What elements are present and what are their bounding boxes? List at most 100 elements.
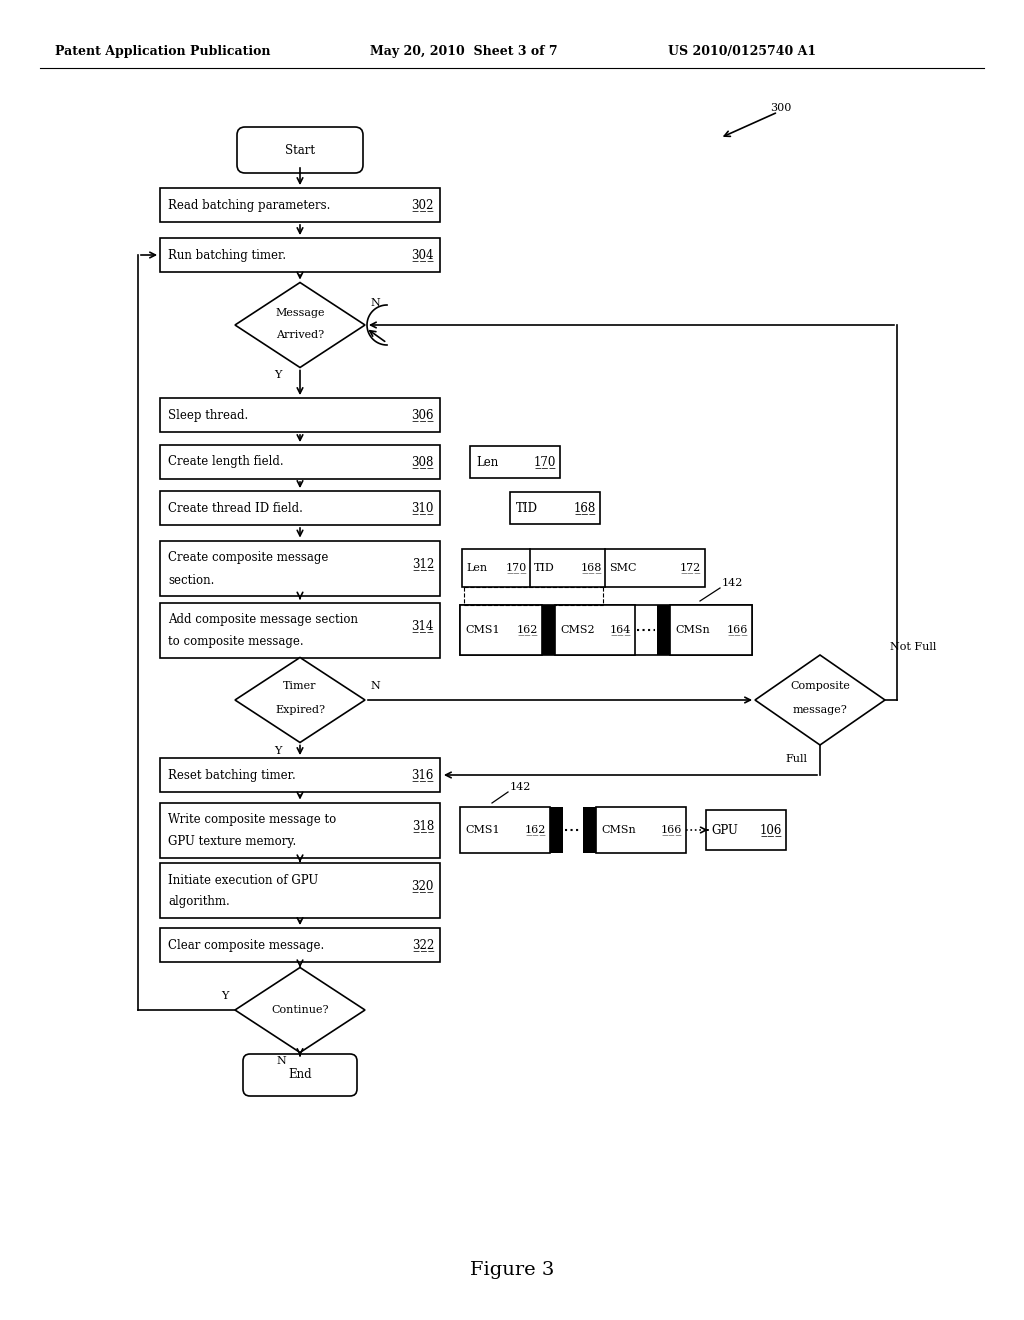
Text: CMS2: CMS2	[560, 624, 595, 635]
Bar	[160, 602, 440, 657]
Text: 142: 142	[722, 578, 743, 587]
Text: Y: Y	[274, 371, 282, 380]
Text: section.: section.	[168, 573, 214, 586]
Bar	[706, 810, 786, 850]
Text: Clear composite message.: Clear composite message.	[168, 939, 325, 952]
Text: Len: Len	[466, 564, 487, 573]
Text: N: N	[370, 681, 380, 690]
Bar	[160, 491, 440, 525]
Polygon shape	[234, 968, 365, 1052]
Text: Sleep thread.: Sleep thread.	[168, 408, 248, 421]
Text: Write composite message to: Write composite message to	[168, 813, 336, 826]
Text: GPU: GPU	[711, 824, 738, 837]
Text: Timer: Timer	[284, 681, 316, 690]
Text: 3̲0̲2̲: 3̲0̲2̲	[412, 198, 434, 211]
Text: US 2010/0125740 A1: US 2010/0125740 A1	[668, 45, 816, 58]
Text: Full: Full	[785, 754, 807, 764]
Text: 1̲7̲2̲: 1̲7̲2̲	[680, 562, 701, 573]
Bar	[657, 605, 670, 655]
Text: 1̲6̲8̲: 1̲6̲8̲	[581, 562, 602, 573]
Bar	[160, 928, 440, 962]
Text: Patent Application Publication: Patent Application Publication	[55, 45, 270, 58]
Text: 1̲6̲2̲: 1̲6̲2̲	[517, 624, 538, 635]
Text: 3̲2̲0̲: 3̲2̲0̲	[412, 879, 434, 892]
Bar	[160, 187, 440, 222]
Text: Arrived?: Arrived?	[275, 330, 324, 341]
Bar	[462, 549, 705, 587]
Text: 1̲6̲4̲: 1̲6̲4̲	[609, 624, 631, 635]
Text: 3̲0̲6̲: 3̲0̲6̲	[412, 408, 434, 421]
Bar	[160, 238, 440, 272]
Text: 300: 300	[770, 103, 792, 114]
Bar	[160, 803, 440, 858]
Text: Y: Y	[221, 991, 229, 1001]
Text: Y: Y	[274, 746, 282, 755]
Bar	[555, 605, 635, 655]
Text: 3̲1̲8̲: 3̲1̲8̲	[412, 820, 434, 833]
Text: to composite message.: to composite message.	[168, 635, 304, 648]
Text: message?: message?	[793, 705, 848, 715]
Text: 1̲6̲2̲: 1̲6̲2̲	[524, 825, 546, 836]
Text: Create composite message: Create composite message	[168, 552, 329, 565]
Text: Create length field.: Create length field.	[168, 455, 284, 469]
Text: CMSn: CMSn	[675, 624, 710, 635]
Bar	[460, 807, 550, 853]
Text: N: N	[276, 1056, 286, 1065]
Text: SMC: SMC	[609, 564, 637, 573]
Text: 1̲0̲6̲: 1̲0̲6̲	[760, 824, 782, 837]
Text: May 20, 2010  Sheet 3 of 7: May 20, 2010 Sheet 3 of 7	[370, 45, 558, 58]
Text: 1̲6̲6̲: 1̲6̲6̲	[660, 825, 682, 836]
Text: 3̲1̲6̲: 3̲1̲6̲	[412, 768, 434, 781]
FancyBboxPatch shape	[237, 127, 362, 173]
Text: CMSn: CMSn	[601, 825, 636, 836]
Text: algorithm.: algorithm.	[168, 895, 229, 908]
Bar	[160, 399, 440, 432]
Text: Read batching parameters.: Read batching parameters.	[168, 198, 331, 211]
Bar	[550, 807, 563, 853]
Bar	[596, 807, 686, 853]
Text: N: N	[370, 298, 380, 308]
Text: Reset batching timer.: Reset batching timer.	[168, 768, 296, 781]
FancyBboxPatch shape	[243, 1053, 357, 1096]
Text: Start: Start	[285, 144, 315, 157]
Text: 3̲1̲2̲: 3̲1̲2̲	[412, 557, 434, 570]
Text: Continue?: Continue?	[271, 1005, 329, 1015]
Text: Figure 3: Figure 3	[470, 1261, 554, 1279]
Bar	[160, 445, 440, 479]
Polygon shape	[234, 282, 365, 367]
Text: 3̲1̲4̲: 3̲1̲4̲	[412, 619, 434, 632]
Text: Expired?: Expired?	[275, 705, 325, 715]
Polygon shape	[234, 657, 365, 742]
Text: Add composite message section: Add composite message section	[168, 614, 358, 627]
Bar	[670, 605, 752, 655]
Text: Message: Message	[275, 308, 325, 318]
Text: 1̲7̲0̲: 1̲7̲0̲	[506, 562, 527, 573]
Text: Run batching timer.: Run batching timer.	[168, 248, 286, 261]
Bar	[160, 540, 440, 595]
Polygon shape	[755, 655, 885, 744]
Text: 3̲0̲8̲: 3̲0̲8̲	[412, 455, 434, 469]
Text: CMS1: CMS1	[465, 825, 500, 836]
Bar	[460, 605, 752, 655]
Bar	[583, 807, 596, 853]
Text: Initiate execution of GPU: Initiate execution of GPU	[168, 874, 318, 887]
Text: End: End	[288, 1068, 312, 1081]
Bar	[542, 605, 555, 655]
Text: 3̲2̲2̲: 3̲2̲2̲	[412, 939, 434, 952]
Text: 1̲7̲0̲: 1̲7̲0̲	[534, 455, 556, 469]
Text: TID: TID	[534, 564, 555, 573]
Bar	[460, 605, 542, 655]
Bar	[160, 758, 440, 792]
Text: GPU texture memory.: GPU texture memory.	[168, 836, 296, 849]
Text: TID: TID	[516, 502, 538, 515]
Text: Create thread ID field.: Create thread ID field.	[168, 502, 303, 515]
Text: Len: Len	[476, 455, 499, 469]
Text: Composite: Composite	[791, 681, 850, 690]
Bar	[160, 862, 440, 917]
Text: 3̲1̲0̲: 3̲1̲0̲	[412, 502, 434, 515]
Text: 1̲6̲8̲: 1̲6̲8̲	[573, 502, 596, 515]
Text: CMS1: CMS1	[465, 624, 500, 635]
Text: 3̲0̲4̲: 3̲0̲4̲	[412, 248, 434, 261]
Text: 1̲6̲6̲: 1̲6̲6̲	[727, 624, 748, 635]
Text: Not Full: Not Full	[890, 642, 936, 652]
